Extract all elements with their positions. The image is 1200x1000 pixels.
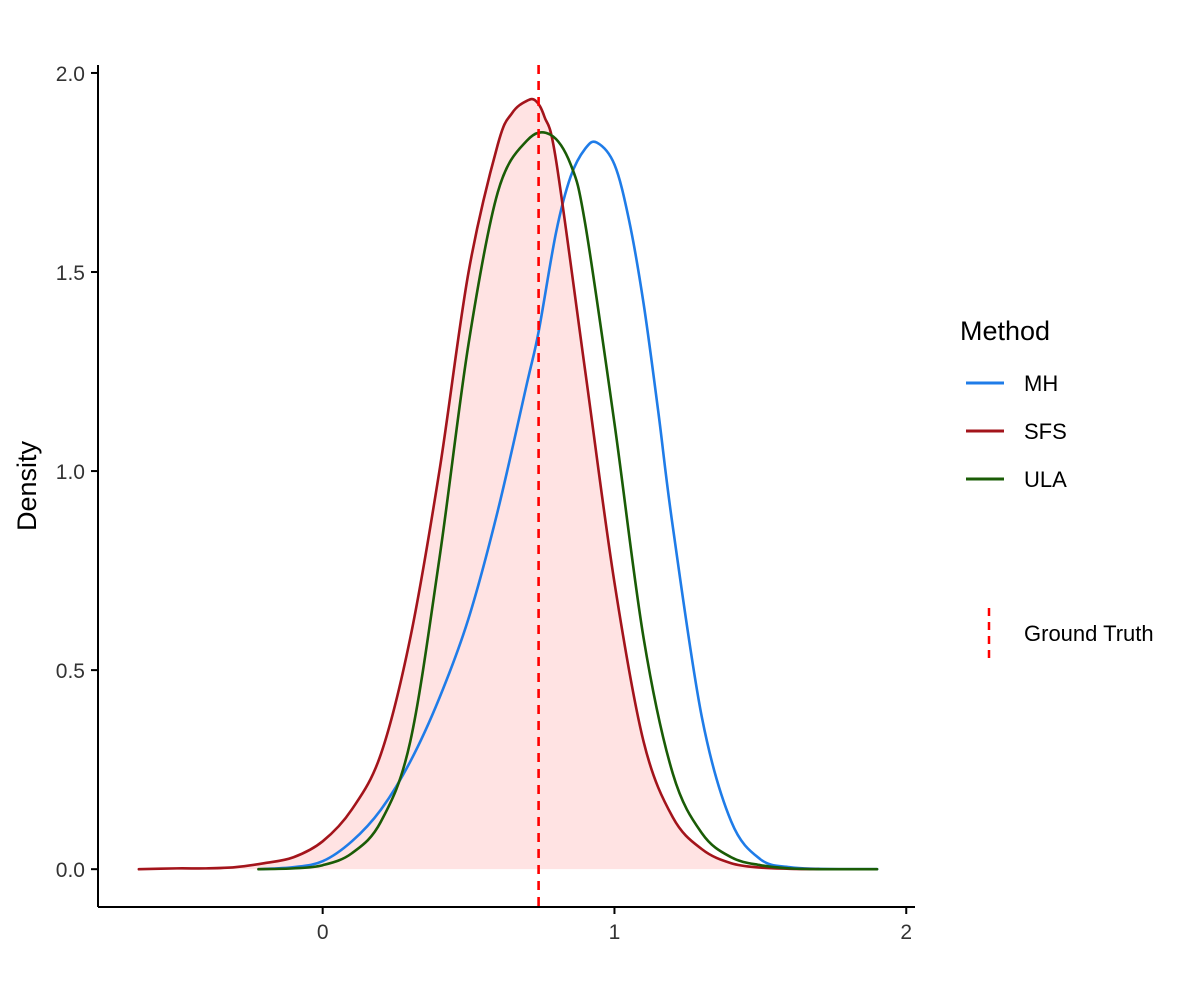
y-axis-label: Density <box>12 440 42 531</box>
legend-label-ula: ULA <box>1024 467 1067 492</box>
y-tick-label: 0.0 <box>56 859 85 882</box>
y-tick-label: 0.5 <box>56 660 85 683</box>
legend-ground-truth-label: Ground Truth <box>1024 621 1154 646</box>
x-tick-label: 1 <box>609 921 621 944</box>
x-tick-label: 2 <box>900 921 912 944</box>
x-tick-label: 0 <box>317 921 329 944</box>
axes: 0.0 0.5 1.0 1.5 2.0 0 1 2 <box>56 63 915 944</box>
legend: Method MH SFS ULA Ground Truth <box>960 316 1154 660</box>
series-line-ula <box>257 130 879 871</box>
legend-label-sfs: SFS <box>1024 419 1067 444</box>
plot-area <box>137 65 879 907</box>
legend-title: Method <box>960 316 1050 346</box>
series-line-sfs <box>137 97 821 871</box>
series-line-mh <box>257 140 879 871</box>
y-tick-label: 1.5 <box>56 262 85 285</box>
y-tick-label: 1.0 <box>56 461 85 484</box>
y-tick-label: 2.0 <box>56 63 85 86</box>
legend-label-mh: MH <box>1024 371 1058 396</box>
sfs-density-fill <box>138 99 819 870</box>
